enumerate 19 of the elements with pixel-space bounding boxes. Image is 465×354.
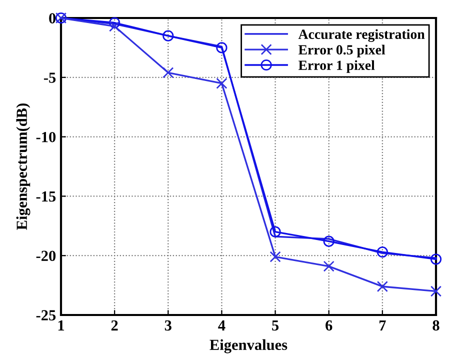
x-tick-label: 7 [379,320,386,330]
x-tick-label: 2 [111,320,118,330]
y-tick-label: -5 [44,72,56,83]
x-tick-label: 5 [272,320,279,331]
y-tick-label: 0 [49,13,56,24]
x-axis-title: Eigenvalues [210,339,288,354]
x-tick-label: 1 [58,320,64,330]
x-tick-label: 4 [218,320,226,330]
y-axis-title: Eigenspectrum(dB) [16,104,30,230]
y-tick-label: -20 [36,250,56,262]
y-tick-label: -10 [36,132,56,142]
y-tick-label: -25 [36,310,56,320]
y-tick-label: -15 [36,191,56,202]
legend-label: Error 0.5 pixel [298,44,386,58]
x-tick-label: 8 [432,320,440,331]
x-tick-label: 6 [326,320,332,331]
legend-label: Accurate registration [298,29,425,42]
x-tick-label: 3 [164,320,172,331]
legend-label: Error 1 pixel [298,60,375,73]
